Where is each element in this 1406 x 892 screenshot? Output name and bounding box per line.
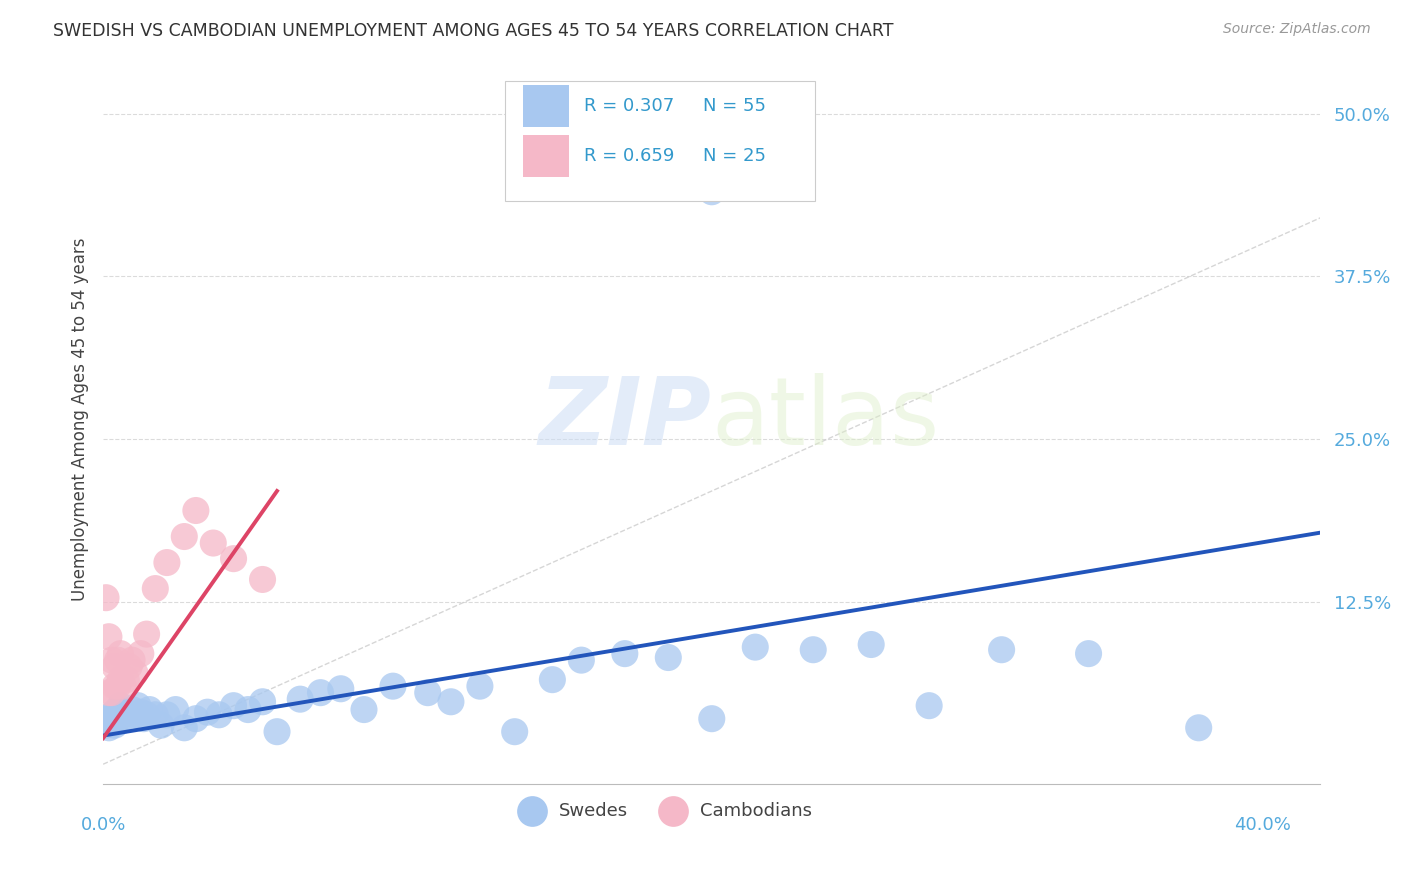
Point <box>97 630 120 644</box>
Y-axis label: Unemployment Among Ages 45 to 54 years: Unemployment Among Ages 45 to 54 years <box>72 237 89 601</box>
Point <box>115 673 138 687</box>
Point <box>118 712 141 726</box>
FancyBboxPatch shape <box>505 80 815 201</box>
Point <box>110 647 132 661</box>
Point <box>110 673 132 687</box>
Point <box>541 673 564 687</box>
Point <box>202 536 225 550</box>
Point <box>184 712 207 726</box>
Point <box>700 185 723 199</box>
Point <box>801 642 824 657</box>
Point <box>104 705 127 719</box>
Point <box>613 647 636 661</box>
Text: R = 0.659: R = 0.659 <box>583 147 675 165</box>
Point <box>97 686 120 700</box>
Point <box>124 666 146 681</box>
Point <box>503 724 526 739</box>
Point <box>143 582 166 596</box>
Point <box>104 718 127 732</box>
Legend: Swedes, Cambodians: Swedes, Cambodians <box>506 795 820 827</box>
Point <box>118 659 141 673</box>
Point <box>440 695 463 709</box>
Point <box>329 681 352 696</box>
Point <box>197 705 219 719</box>
Point <box>107 679 129 693</box>
Point <box>97 721 120 735</box>
Point <box>156 707 179 722</box>
Point <box>700 712 723 726</box>
Text: R = 0.307: R = 0.307 <box>583 97 675 115</box>
Point <box>353 702 375 716</box>
Point <box>127 698 149 713</box>
Point <box>416 686 439 700</box>
Point <box>309 686 332 700</box>
Point <box>110 698 132 713</box>
Point <box>860 638 883 652</box>
Text: N = 55: N = 55 <box>703 97 766 115</box>
Point <box>150 718 173 732</box>
Point <box>1188 721 1211 735</box>
Text: SWEDISH VS CAMBODIAN UNEMPLOYMENT AMONG AGES 45 TO 54 YEARS CORRELATION CHART: SWEDISH VS CAMBODIAN UNEMPLOYMENT AMONG … <box>53 22 894 40</box>
Point <box>184 503 207 517</box>
Point <box>138 702 160 716</box>
Point <box>110 714 132 729</box>
Text: N = 25: N = 25 <box>703 147 766 165</box>
Point <box>266 724 288 739</box>
Point <box>1077 647 1099 661</box>
FancyBboxPatch shape <box>523 135 569 177</box>
Text: Source: ZipAtlas.com: Source: ZipAtlas.com <box>1223 22 1371 37</box>
Point <box>156 556 179 570</box>
Point <box>94 718 117 732</box>
Point <box>208 707 231 722</box>
Point <box>381 679 404 693</box>
Point <box>135 707 157 722</box>
Point <box>290 692 312 706</box>
Point <box>101 715 124 730</box>
Point <box>143 707 166 722</box>
Point <box>97 712 120 726</box>
Text: atlas: atlas <box>711 374 941 466</box>
Point <box>252 573 274 587</box>
Point <box>918 698 941 713</box>
Point <box>252 695 274 709</box>
Point <box>165 702 187 716</box>
Point <box>101 707 124 722</box>
Point <box>173 529 195 543</box>
Point <box>132 712 155 726</box>
Point <box>236 702 259 716</box>
Point <box>94 591 117 605</box>
Point <box>129 647 152 661</box>
Point <box>468 679 491 693</box>
Point <box>744 640 766 654</box>
Text: 0.0%: 0.0% <box>80 816 125 834</box>
Point <box>569 653 592 667</box>
Text: ZIP: ZIP <box>538 374 711 466</box>
Point <box>112 707 135 722</box>
Point <box>135 627 157 641</box>
Point <box>101 653 124 667</box>
Point <box>107 702 129 716</box>
Point <box>104 679 127 693</box>
FancyBboxPatch shape <box>523 85 569 128</box>
Point <box>124 707 146 722</box>
Point <box>129 705 152 719</box>
Point <box>101 686 124 700</box>
Point <box>112 679 135 693</box>
Point <box>107 653 129 667</box>
Point <box>222 698 245 713</box>
Point <box>121 702 143 716</box>
Point <box>104 659 127 673</box>
Point <box>657 650 679 665</box>
Point <box>173 721 195 735</box>
Point <box>115 705 138 719</box>
Point <box>222 551 245 566</box>
Point <box>990 642 1012 657</box>
Point <box>107 712 129 726</box>
Point <box>121 653 143 667</box>
Text: 40.0%: 40.0% <box>1234 816 1291 834</box>
